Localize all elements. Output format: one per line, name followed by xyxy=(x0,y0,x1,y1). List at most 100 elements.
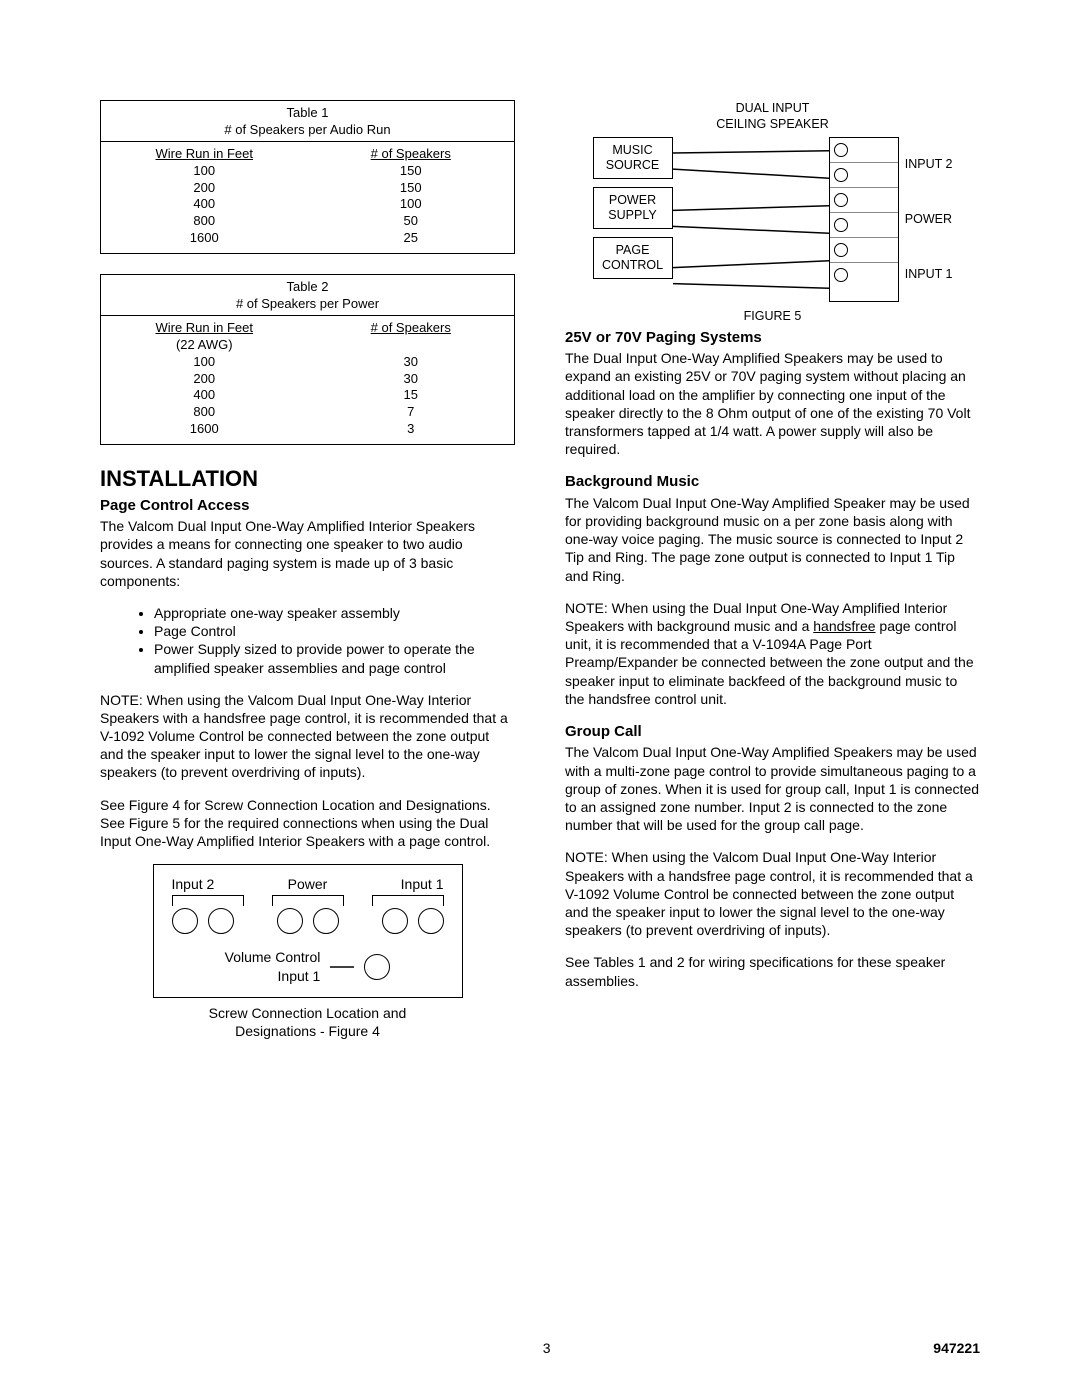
terminal-icon xyxy=(277,908,303,934)
figure-5: DUAL INPUT CEILING SPEAKER MUSIC SOURCE … xyxy=(593,100,953,324)
right-column: DUAL INPUT CEILING SPEAKER MUSIC SOURCE … xyxy=(565,100,980,1040)
figure-4-caption: Screw Connection Location and Designatio… xyxy=(100,1004,515,1040)
page-control-access-heading: Page Control Access xyxy=(100,496,515,516)
table-row: 20030 xyxy=(101,371,514,388)
table-1-col2-hdr: # of Speakers xyxy=(308,146,515,163)
terminal-icon xyxy=(364,954,390,980)
terminal-icon xyxy=(172,908,198,934)
fig5-box-page: PAGE CONTROL xyxy=(593,237,673,279)
fig4-top-labels: Input 2 Power Input 1 xyxy=(164,875,452,893)
paragraph: The Valcom Dual Input One-Way Amplified … xyxy=(565,743,980,834)
figure-4: Input 2 Power Input 1 Volume Control xyxy=(153,864,463,998)
terminal-pair xyxy=(172,908,234,934)
figure-5-grid: MUSIC SOURCE POWER SUPPLY PAGE CONTROL xyxy=(593,137,953,302)
table-row: 100150 xyxy=(101,163,514,180)
paragraph: The Valcom Dual Input One-Way Amplified … xyxy=(565,494,980,585)
table-row: 160025 xyxy=(101,230,514,247)
fig5-label-input1: INPUT 1 xyxy=(905,250,953,298)
installation-heading: INSTALLATION xyxy=(100,465,515,494)
fig4-brackets xyxy=(164,895,452,906)
terminal-icon xyxy=(834,168,848,182)
terminal-pair xyxy=(277,908,339,934)
terminal-icon xyxy=(313,908,339,934)
paragraph: NOTE: When using the Dual Input One-Way … xyxy=(565,599,980,708)
fig5-terminal xyxy=(830,162,898,187)
table-2: Table 2 # of Speakers per Power Wire Run… xyxy=(100,274,515,445)
table-1-title1: Table 1 xyxy=(101,105,514,122)
paragraph: The Dual Input One-Way Amplified Speaker… xyxy=(565,349,980,458)
fig4-circles xyxy=(164,908,452,934)
underlined-text: handsfree xyxy=(813,618,875,634)
figure-5-title: DUAL INPUT CEILING SPEAKER xyxy=(593,100,953,133)
list-item: Page Control xyxy=(154,622,515,640)
terminal-icon xyxy=(834,218,848,232)
figure-5-speaker-box xyxy=(829,137,899,302)
bracket-icon xyxy=(172,895,244,906)
table-1-header-row: Wire Run in Feet # of Speakers xyxy=(101,146,514,163)
table-row: 16003 xyxy=(101,421,514,438)
terminal-icon xyxy=(834,193,848,207)
components-list: Appropriate one-way speaker assembly Pag… xyxy=(100,604,515,677)
terminal-icon xyxy=(208,908,234,934)
document-number: 947221 xyxy=(933,1339,980,1357)
figure-5-wires xyxy=(673,137,829,302)
fig5-box-music: MUSIC SOURCE xyxy=(593,137,673,179)
table-row: 200150 xyxy=(101,180,514,197)
list-item: Appropriate one-way speaker assembly xyxy=(154,604,515,622)
table-row: 400100 xyxy=(101,196,514,213)
paragraph: See Figure 4 for Screw Connection Locati… xyxy=(100,796,515,851)
fig5-box-power: POWER SUPPLY xyxy=(593,187,673,229)
terminal-icon xyxy=(834,143,848,157)
table-2-head: Table 2 # of Speakers per Power xyxy=(101,275,514,315)
background-music-heading: Background Music xyxy=(565,472,980,492)
figure-5-left-boxes: MUSIC SOURCE POWER SUPPLY PAGE CONTROL xyxy=(593,137,673,302)
table-row: (22 AWG) xyxy=(101,337,514,354)
left-column: Table 1 # of Speakers per Audio Run Wire… xyxy=(100,100,515,1040)
table-2-col1-sub: (22 AWG) xyxy=(101,337,308,354)
fig5-terminal xyxy=(830,212,898,237)
figure-5-right-labels: INPUT 2 POWER INPUT 1 xyxy=(899,137,953,302)
figure-5-caption: FIGURE 5 xyxy=(593,308,953,324)
fig5-label-power: POWER xyxy=(905,195,953,243)
fig4-volume-row: Volume Control Input 1 xyxy=(164,948,452,984)
fig4-volume-label: Volume Control Input 1 xyxy=(225,948,321,984)
fig4-label-input2: Input 2 xyxy=(172,875,215,893)
table-1-body: Wire Run in Feet # of Speakers 100150 20… xyxy=(101,141,514,253)
fig4-label-input1: Input 1 xyxy=(401,875,444,893)
table-1-col1-hdr: Wire Run in Feet xyxy=(101,146,308,163)
table-2-header-row: Wire Run in Feet # of Speakers xyxy=(101,320,514,337)
fig5-terminal xyxy=(830,237,898,262)
table-row: 8007 xyxy=(101,404,514,421)
fig5-terminal xyxy=(830,262,898,287)
paragraph: See Tables 1 and 2 for wiring specificat… xyxy=(565,953,980,989)
bracket-icon xyxy=(372,895,444,906)
terminal-icon xyxy=(834,243,848,257)
page-number: 3 xyxy=(160,1339,933,1357)
table-2-title1: Table 2 xyxy=(101,279,514,296)
columns: Table 1 # of Speakers per Audio Run Wire… xyxy=(100,100,980,1040)
page-footer: 3 947221 xyxy=(100,1339,980,1357)
list-item: Power Supply sized to provide power to o… xyxy=(154,640,515,676)
fig4-label-power: Power xyxy=(288,875,328,893)
table-row: 10030 xyxy=(101,354,514,371)
paragraph: The Valcom Dual Input One-Way Amplified … xyxy=(100,517,515,590)
table-1-head: Table 1 # of Speakers per Audio Run xyxy=(101,101,514,141)
table-2-title2: # of Speakers per Power xyxy=(101,296,514,313)
line-icon xyxy=(330,957,354,977)
fig5-terminal xyxy=(830,187,898,212)
paragraph: NOTE: When using the Valcom Dual Input O… xyxy=(565,848,980,939)
terminal-pair xyxy=(382,908,444,934)
terminal-icon xyxy=(418,908,444,934)
table-2-col1-hdr: Wire Run in Feet xyxy=(101,320,308,337)
fig5-label-input2: INPUT 2 xyxy=(905,140,953,188)
table-2-col2-hdr: # of Speakers xyxy=(308,320,515,337)
table-row: 80050 xyxy=(101,213,514,230)
table-1: Table 1 # of Speakers per Audio Run Wire… xyxy=(100,100,515,254)
group-call-heading: Group Call xyxy=(565,722,980,742)
table-1-title2: # of Speakers per Audio Run xyxy=(101,122,514,139)
bracket-icon xyxy=(272,895,344,906)
terminal-icon xyxy=(382,908,408,934)
fig5-terminal xyxy=(830,138,898,162)
paging-systems-heading: 25V or 70V Paging Systems xyxy=(565,328,980,348)
terminal-icon xyxy=(834,268,848,282)
